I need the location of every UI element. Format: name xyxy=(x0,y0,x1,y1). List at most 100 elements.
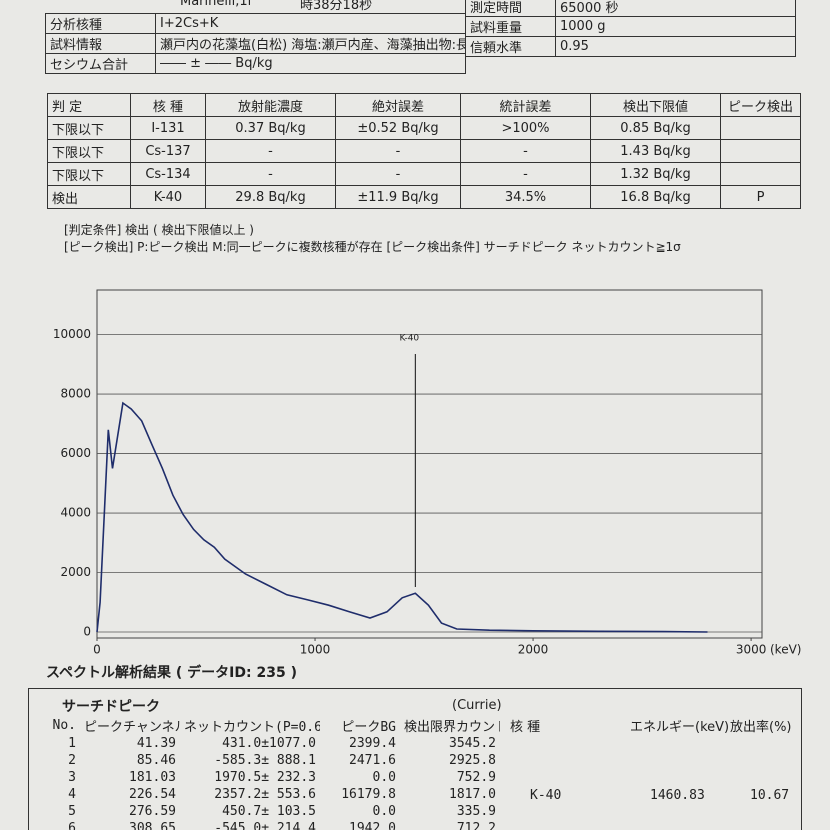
cell: セシウム合計 xyxy=(45,53,156,74)
cell: 181.03 xyxy=(129,770,176,785)
cell: - xyxy=(335,139,461,163)
table: 測定時間 65000 秒試料重量 1000 g 信頼水準 0.95 xyxy=(465,0,796,57)
identified: 1460.83 xyxy=(650,788,705,803)
cell: 2399.4 xyxy=(349,736,396,751)
cell: 6 xyxy=(68,821,76,830)
cell: 信頼水準 xyxy=(465,36,556,57)
cell: 瀬戸内の花藻塩(白松) 海塩:瀬戸内産、海藻抽出物:長崎県対馬産、製造所:岡山県… xyxy=(155,33,466,54)
x-axis-label: (keV) xyxy=(770,643,801,657)
y-tick-label: 0 xyxy=(83,625,91,639)
spec-header: エネルギー(keV) xyxy=(630,720,730,735)
cell: 4 xyxy=(68,787,76,802)
cell: 226.54 xyxy=(129,787,176,802)
spectrum-line xyxy=(96,401,708,633)
cell: 検出限界カウント xyxy=(404,720,500,735)
currie: (Currie) xyxy=(452,698,502,713)
table: 判 定核 種放射能濃度 絶対誤差 統計誤差 検出下限値 ピーク検出 下限以下 I-131 0.… xyxy=(47,93,801,209)
cell: 検出下限値 xyxy=(590,93,721,117)
spectrum-box xyxy=(28,688,802,830)
table: 分析核種 I+2Cs+K 試料情報 瀬戸内の花藻塩(白松) 海塩:瀬戸内産、海藻抽出物… xyxy=(45,13,466,74)
x-tick-label: 0 xyxy=(93,643,101,657)
cell: 752.9 xyxy=(456,770,496,785)
cell: 1 xyxy=(68,736,76,751)
row: 検出 K-40 29.8 Bq/kg ±11.9 Bq/kg 34.5% 16.8 Bq/… xyxy=(47,185,801,209)
cell: 1942.0 xyxy=(349,821,396,830)
cell: No. xyxy=(52,718,76,733)
spec-header: 放出率(%) xyxy=(730,720,792,735)
cell: 1000 g xyxy=(555,16,796,37)
cell xyxy=(720,116,801,140)
annotation-label: K-40 xyxy=(399,334,419,344)
cell: 2357.2± 553.6 xyxy=(214,787,316,802)
cell: -585.3± 888.1 xyxy=(214,753,316,768)
x-tick-label: 2000 xyxy=(518,643,549,657)
cell: Cs-134 xyxy=(130,162,206,186)
cell: >100% xyxy=(460,116,591,140)
cell: 試料重量 xyxy=(465,16,556,37)
cell: 1970.5± 232.3 xyxy=(214,770,316,785)
cell: I-131 xyxy=(130,116,206,140)
cell xyxy=(720,139,801,163)
plot-area xyxy=(96,289,763,639)
cell: 2 xyxy=(68,753,76,768)
note: [ピーク検出] P:ピーク検出 M:同一ピークに複数核種が存在 [ピーク検出条件… xyxy=(64,240,681,254)
cell: 下限以下 xyxy=(47,116,131,140)
row: 2 85.46 -585.3± 888.1 2471.6 2925.8 xyxy=(40,752,500,769)
cell: 下限以下 xyxy=(47,162,131,186)
cell: 5 xyxy=(68,804,76,819)
cell: - xyxy=(335,162,461,186)
cell: ―― ± ―― Bq/kg xyxy=(155,53,466,74)
y-tick-label: 6000 xyxy=(60,446,91,460)
cell: 絶対誤差 xyxy=(335,93,461,117)
row: 4 226.54 2357.2± 553.6 16179.8 1817.0 xyxy=(40,786,500,803)
spectrum-title: スペクトル解析結果 ( データID: 235 ) xyxy=(46,665,297,681)
cell: 65000 秒 xyxy=(555,0,796,17)
row: 測定時間 65000 秒 xyxy=(465,0,796,17)
cell: 検出 xyxy=(47,185,131,209)
cell: 0.95 xyxy=(555,36,796,57)
cell: K-40 xyxy=(130,185,206,209)
cell: 2471.6 xyxy=(349,753,396,768)
cell: 450.7± 103.5 xyxy=(222,804,316,819)
cell: I+2Cs+K xyxy=(155,13,466,34)
row: セシウム合計 ―― ± ―― Bq/kg xyxy=(45,53,466,74)
cell: 41.39 xyxy=(136,736,176,751)
top-left: Marinelli,1l xyxy=(180,0,252,9)
cell: 431.0±1077.0 xyxy=(222,736,316,751)
cell: 34.5% xyxy=(460,185,591,209)
row: 3 181.03 1970.5± 232.3 0.0 752.9 xyxy=(40,769,500,786)
cell: ピークチャンネル xyxy=(84,720,180,735)
y-tick-label: 2000 xyxy=(60,565,91,579)
row: 下限以下 Cs-137- - -1.43 Bq/kg xyxy=(47,139,801,163)
cell: 下限以下 xyxy=(47,139,131,163)
row: 分析核種 I+2Cs+K xyxy=(45,13,466,34)
cell: - xyxy=(205,162,336,186)
cell: 1.43 Bq/kg xyxy=(590,139,721,163)
section-title: サーチドピーク xyxy=(62,699,160,715)
cell: 335.9 xyxy=(456,804,496,819)
row: 信頼水準 0.95 xyxy=(465,36,796,57)
cell: 276.59 xyxy=(129,804,176,819)
cell: - xyxy=(205,139,336,163)
cell: 308.65 xyxy=(129,821,176,830)
cell: 1817.0 xyxy=(449,787,496,802)
row: 6 308.65 -545.0± 214.4 1942.0 712.2 xyxy=(40,820,500,830)
identified: K-40 xyxy=(530,788,562,803)
cell: ±11.9 Bq/kg xyxy=(335,185,461,209)
cell: 3545.2 xyxy=(449,736,496,751)
cell: 29.8 Bq/kg xyxy=(205,185,336,209)
x-tick-label: 3000 xyxy=(736,643,767,657)
chart: 0 2000 4000 6000 8000 10000 0 1000 2000 3000 (keV)… xyxy=(53,289,801,657)
cell: 0.0 xyxy=(372,804,396,819)
cell: 85.46 xyxy=(136,753,176,768)
cell: ±0.52 Bq/kg xyxy=(335,116,461,140)
row: 5 276.59 450.7± 103.5 0.0 335.9 xyxy=(40,803,500,820)
cell: ピークBG xyxy=(341,720,396,735)
table: No.ピークチャンネルネットカウント(P=0.68)ピークBG検出限界カウント1… xyxy=(40,716,500,830)
cell: - xyxy=(460,162,591,186)
top-mid: 時38分18秒 xyxy=(300,0,373,13)
cell: - xyxy=(460,139,591,163)
cell: 3 xyxy=(68,770,76,785)
